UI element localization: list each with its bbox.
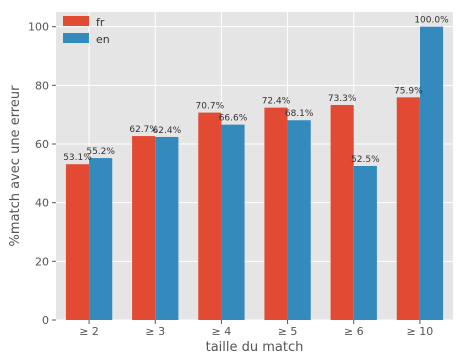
x-axis-label: taille du match xyxy=(206,340,304,355)
y-tick-label: 100 xyxy=(28,21,49,34)
bar-value-label: 66.6% xyxy=(219,114,248,124)
legend-label-fr: fr xyxy=(96,16,105,29)
x-tick-label: ≥ 3 xyxy=(145,325,165,338)
data-labels: 53.1%55.2% 62.7%62.4% 70.7% 66.6% 72.4% 68.1%… xyxy=(63,16,449,165)
bar-value-label: 53.1% xyxy=(63,153,92,163)
y-tick-label: 80 xyxy=(35,79,49,92)
bar-fr xyxy=(65,164,90,320)
x-tick-label: ≥ 5 xyxy=(278,325,298,338)
bar-en xyxy=(287,120,311,321)
x-tick-label: ≥ 2 xyxy=(79,325,99,338)
y-axis-label: %match avec une erreur xyxy=(8,85,23,247)
bar-en xyxy=(155,136,179,320)
y-tick-label: 40 xyxy=(35,197,49,210)
bar-value-label: 70.7% xyxy=(196,102,225,112)
bar-value-label: 100.0% xyxy=(414,16,449,26)
bar-en xyxy=(419,26,444,321)
bar-en xyxy=(353,166,377,320)
x-tick-label: ≥ 10 xyxy=(407,325,434,338)
y-tick-label: 0 xyxy=(42,314,49,327)
bar-value-label: 52.5% xyxy=(351,155,380,165)
bar-fr xyxy=(198,112,222,320)
x-tick-label: ≥ 6 xyxy=(344,325,364,338)
legend-swatch-fr xyxy=(63,16,89,26)
plot-area xyxy=(56,12,453,320)
bars xyxy=(65,26,444,321)
y-axis-ticks: 0 20 40 60 80 100 xyxy=(28,21,56,327)
bar-en xyxy=(221,124,245,320)
bar-value-label: 75.9% xyxy=(394,86,423,96)
bar-value-label: 55.2% xyxy=(86,147,115,157)
legend-label-en: en xyxy=(96,33,110,46)
bar-value-label: 72.4% xyxy=(262,97,291,107)
bar-value-label: 62.4% xyxy=(153,126,182,136)
bar-value-label: 68.1% xyxy=(285,109,314,119)
bar-value-label: 73.3% xyxy=(328,94,357,104)
y-tick-label: 20 xyxy=(35,255,49,268)
x-tick-label: ≥ 4 xyxy=(212,325,232,338)
bar-en xyxy=(89,158,113,320)
y-tick-label: 60 xyxy=(35,138,49,151)
bar-fr xyxy=(132,136,156,320)
x-axis-ticks: ≥ 2 ≥ 3 ≥ 4 ≥ 5 ≥ 6 ≥ 10 xyxy=(79,320,433,338)
bar-value-label: 62.7% xyxy=(129,125,158,135)
legend: fr en xyxy=(63,16,110,46)
legend-swatch-en xyxy=(63,33,89,43)
bar-fr xyxy=(264,107,288,320)
bar-fr xyxy=(396,97,420,320)
bar-fr xyxy=(330,104,354,320)
